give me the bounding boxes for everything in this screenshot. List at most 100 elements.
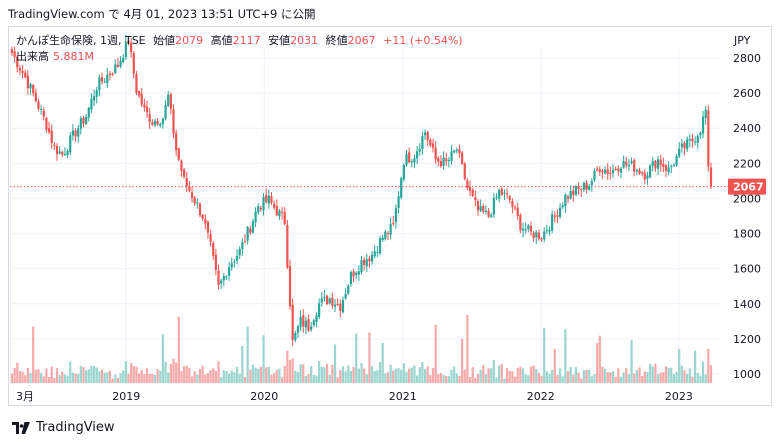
candle-body	[209, 234, 212, 242]
candle-body	[384, 231, 387, 240]
volume-bar	[241, 345, 244, 383]
volume-bar	[696, 372, 699, 383]
candle-body	[34, 92, 37, 102]
candle-body	[643, 172, 646, 180]
candle-body	[577, 186, 580, 189]
volume-bar	[545, 371, 548, 383]
volume-bar	[649, 363, 652, 383]
footer[interactable]: TradingView	[12, 420, 115, 435]
candle-body	[318, 303, 321, 317]
volume-bar	[484, 374, 488, 383]
candle-body	[222, 275, 225, 281]
volume-bar	[596, 343, 599, 383]
volume-bar	[177, 316, 180, 383]
volume-bar	[688, 368, 691, 383]
candle-body	[487, 210, 490, 217]
volume-bar	[455, 373, 458, 383]
legend-volume-label: 出来高	[16, 50, 49, 63]
candle-body	[53, 144, 56, 146]
candle-body	[98, 77, 101, 91]
volume-bar	[558, 368, 562, 383]
candle-body	[707, 110, 710, 167]
volume-bar	[445, 375, 448, 383]
volume-bar	[622, 372, 625, 383]
candle-body	[214, 254, 217, 271]
candle-body	[694, 141, 697, 143]
candle-body	[254, 211, 257, 223]
volume-bar	[601, 366, 604, 383]
volume-bar	[532, 365, 535, 383]
volume-bar	[310, 366, 313, 383]
candle-body	[458, 149, 461, 154]
volume-bar	[389, 364, 392, 383]
candle-body	[659, 159, 662, 166]
legend: かんぽ生命保険, 1週, TSE 始値2079 高値2117 安値2031 終値…	[16, 33, 463, 65]
volume-bar	[201, 365, 204, 383]
volume-bar	[384, 373, 387, 383]
candle-body	[370, 254, 374, 262]
volume-bar	[130, 363, 133, 383]
candle-body	[180, 160, 183, 172]
x-axis: 3月 2019 2020 2021 2022 2023	[16, 390, 693, 403]
candle-body	[535, 232, 538, 238]
volume-bar	[193, 371, 196, 383]
volume-bar	[98, 371, 101, 383]
candle-body	[529, 225, 533, 232]
candle-body	[40, 108, 43, 110]
volume-bar	[275, 369, 278, 383]
volume-bar	[360, 362, 363, 383]
volume-bar	[656, 374, 660, 383]
volume-bar	[339, 370, 342, 383]
volume-bar	[397, 367, 400, 383]
volume-bar	[204, 374, 207, 383]
candle-body	[641, 172, 644, 174]
candle-body	[325, 295, 329, 305]
candle-body	[331, 297, 334, 306]
candle-body	[151, 122, 154, 125]
volume-bar	[381, 343, 384, 383]
candle-body	[474, 197, 477, 200]
volume-bar	[140, 369, 143, 383]
candle-body	[405, 153, 408, 166]
volume-bar	[50, 366, 53, 383]
volume-bar	[667, 367, 670, 383]
volume-bar	[312, 374, 315, 383]
candle-body	[71, 130, 74, 136]
candle-body	[230, 263, 233, 268]
volume-bar	[633, 373, 636, 383]
volume-bar	[26, 367, 29, 383]
volume-bar	[148, 373, 151, 383]
volume-bar	[331, 364, 334, 383]
candle-body	[257, 206, 260, 213]
candle-body	[55, 145, 59, 155]
volume-bar	[267, 366, 270, 383]
candle-body	[495, 196, 498, 198]
candle-body	[66, 150, 69, 156]
candle-body	[304, 320, 307, 328]
candle-body	[347, 285, 350, 294]
y-tick-label: 1600	[733, 263, 761, 276]
volume-bar	[619, 376, 623, 383]
volume-bar	[137, 373, 141, 383]
candle-body	[511, 200, 514, 208]
candle-body	[516, 207, 519, 216]
volume-bar	[410, 367, 413, 383]
footer-brand: TradingView	[36, 420, 115, 435]
volume-bar	[527, 375, 530, 383]
legend-change: +11 (+0.54%)	[383, 34, 463, 47]
chart-frame	[8, 26, 772, 406]
candle-body	[596, 169, 599, 171]
candle-body	[296, 326, 300, 333]
volume-bar	[349, 371, 353, 383]
volume-bar	[220, 377, 223, 383]
volume-bar	[45, 368, 48, 383]
candle-body	[132, 53, 135, 74]
volume-bar	[614, 376, 617, 383]
volume-bar	[74, 373, 77, 383]
candle-body	[201, 214, 204, 219]
candle-body	[69, 135, 72, 153]
candle-body	[286, 225, 289, 268]
volume-bar	[386, 372, 390, 383]
volume-bar	[251, 364, 255, 383]
